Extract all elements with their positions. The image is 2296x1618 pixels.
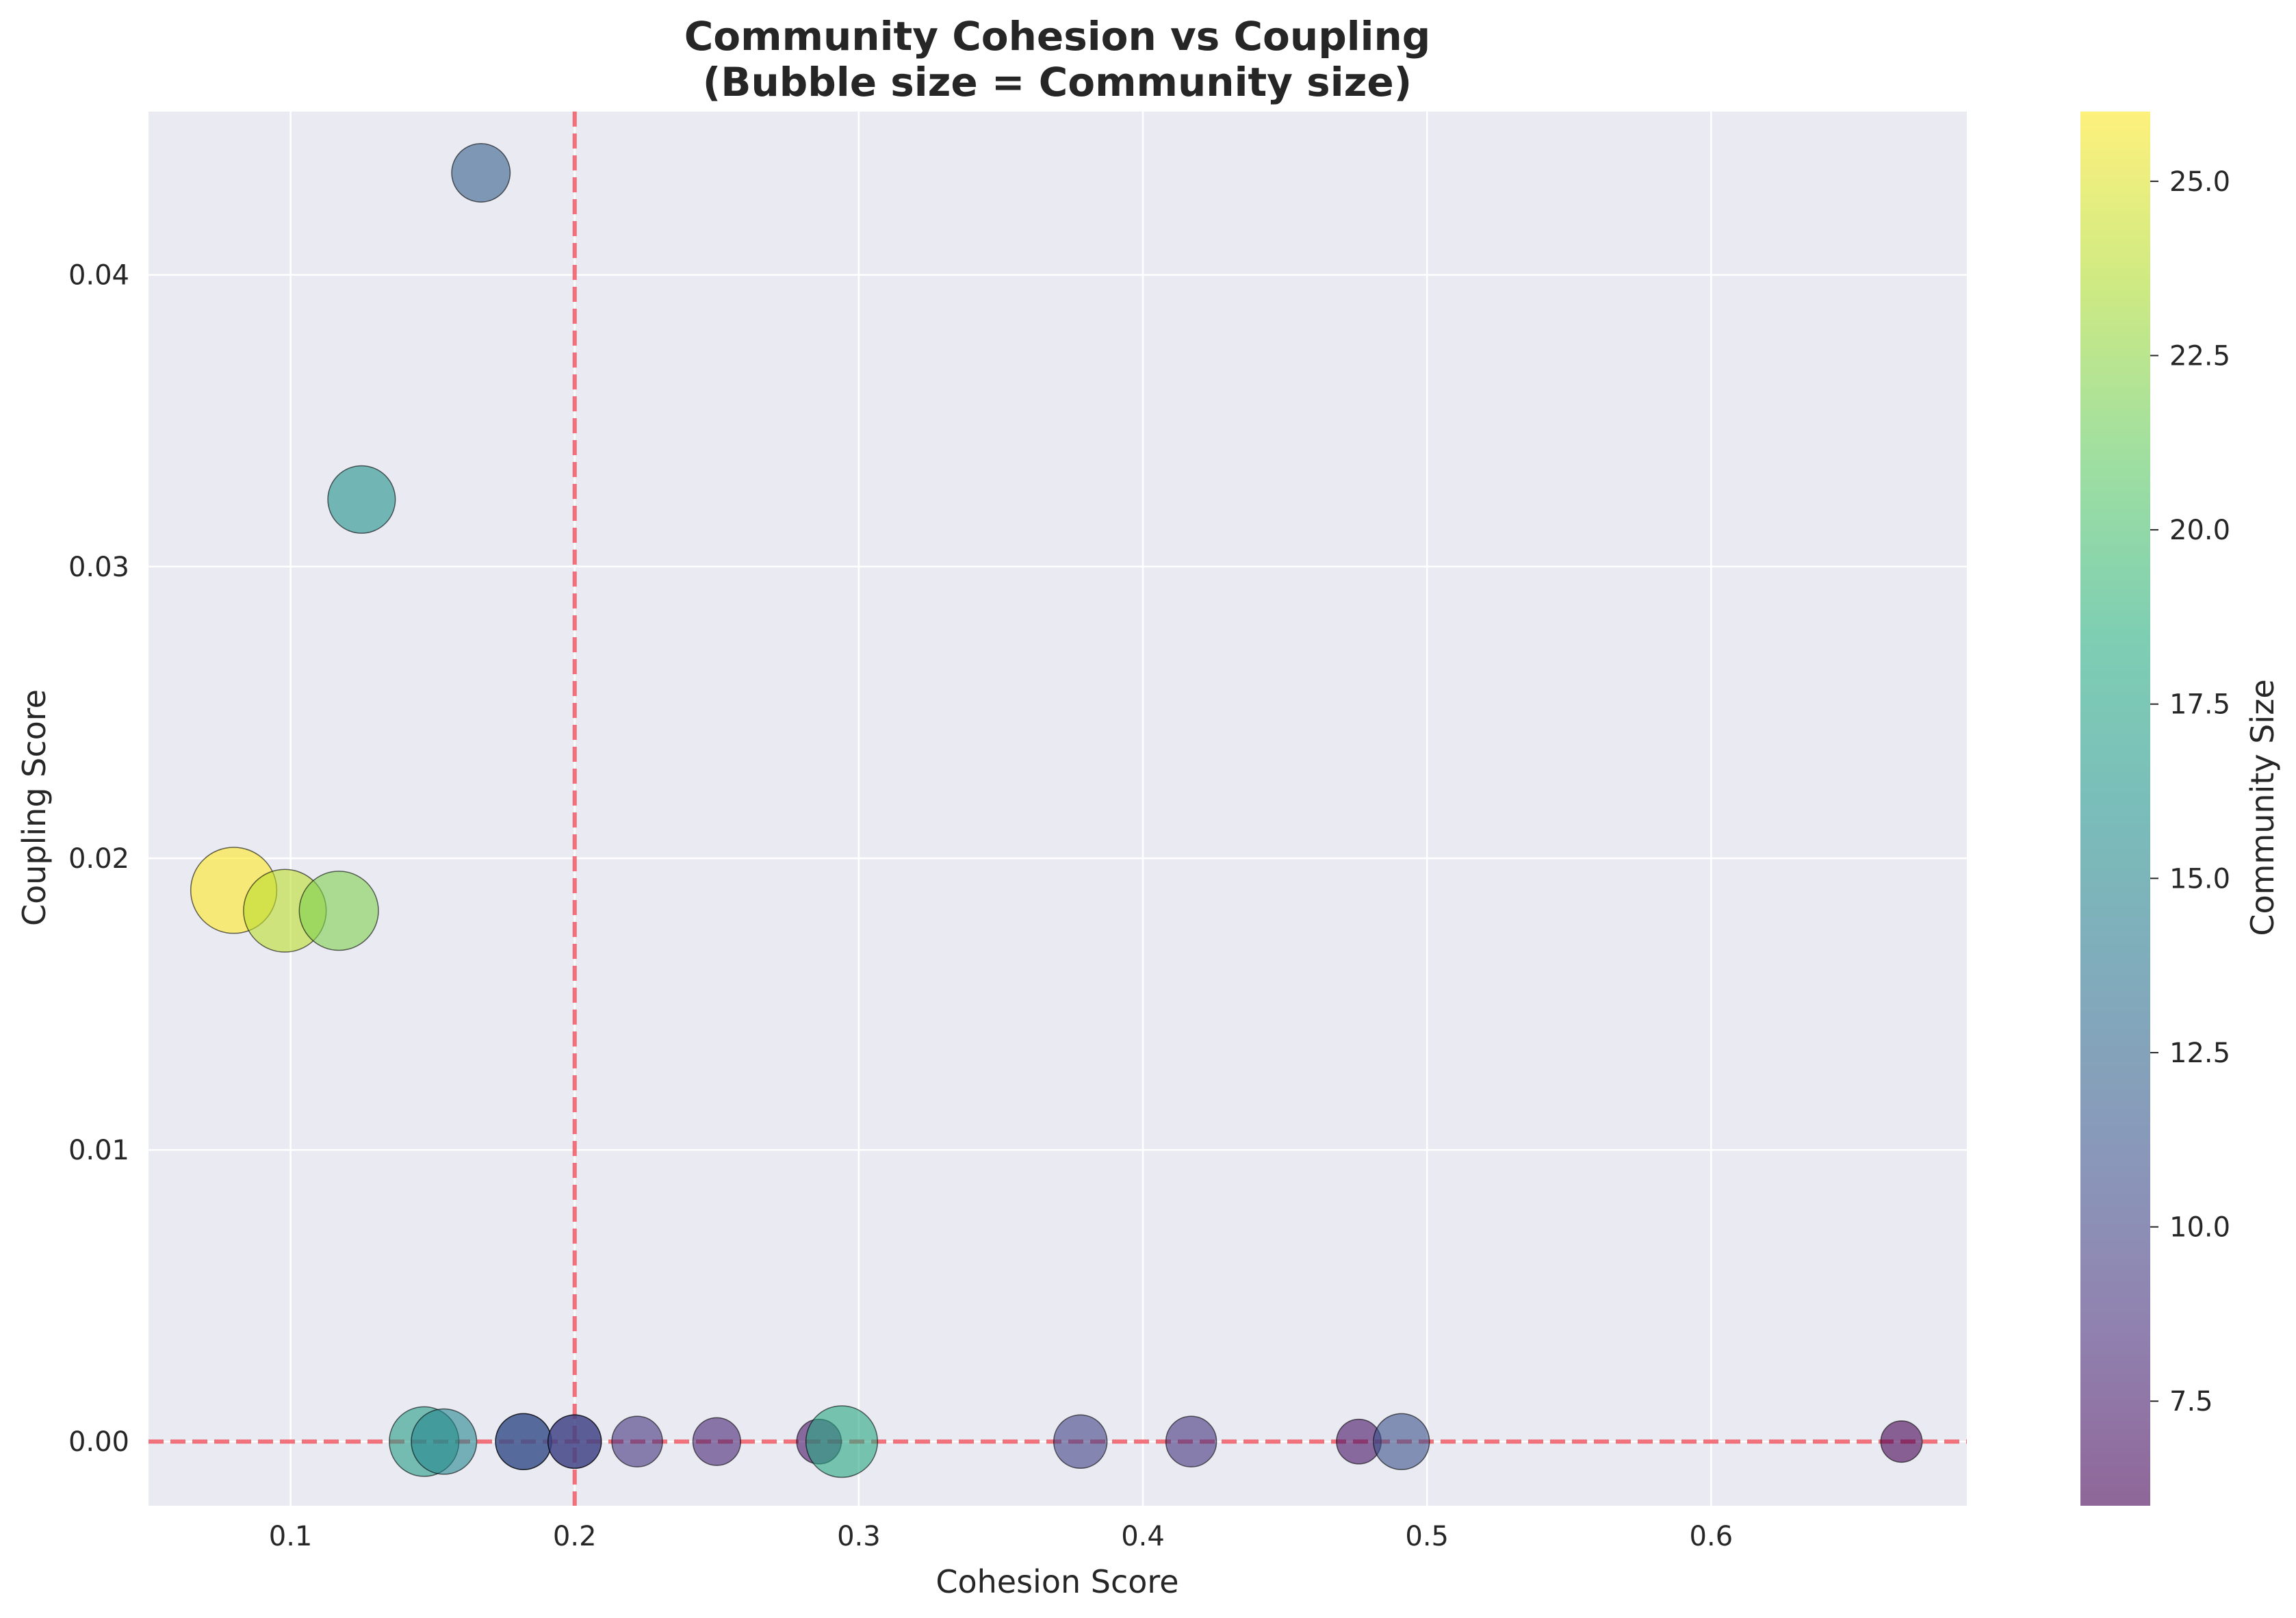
- colorbar-tick-label: 10.0: [2169, 1212, 2230, 1244]
- x-tick-label: 0.2: [553, 1521, 597, 1552]
- plot-area: [149, 112, 1967, 1506]
- data-point: [1053, 1414, 1108, 1469]
- y-tick-label: 0.03: [68, 552, 129, 583]
- data-point: [692, 1417, 741, 1466]
- colorbar-ticks: 7.5 10.0 12.5 15.0 17.5 20.0 22.5 25.0: [2150, 166, 2230, 1417]
- x-tick-label: 0.6: [1690, 1521, 1733, 1552]
- y-axis-ticks: 0.00 0.01 0.02 0.03 0.04: [68, 260, 129, 1459]
- data-point: [327, 465, 396, 534]
- colorbar-tick-label: 25.0: [2169, 166, 2230, 198]
- colorbar: [2080, 112, 2150, 1506]
- x-tick-label: 0.3: [837, 1521, 881, 1552]
- y-tick-label: 0.00: [68, 1426, 129, 1458]
- data-point: [611, 1415, 663, 1467]
- colorbar-tick-label: 22.5: [2169, 340, 2230, 372]
- x-axis-ticks: 0.1 0.2 0.3 0.4 0.5 0.6: [269, 1521, 1733, 1552]
- y-tick-label: 0.02: [68, 843, 129, 875]
- colorbar-tick-label: 20.0: [2169, 515, 2230, 546]
- x-tick-label: 0.1: [269, 1521, 313, 1552]
- chart-title: Community Cohesion vs Coupling: [684, 13, 1431, 60]
- colorbar-tick-label: 17.5: [2169, 689, 2230, 721]
- data-point: [547, 1414, 602, 1469]
- y-tick-label: 0.01: [68, 1135, 129, 1166]
- data-point: [298, 871, 379, 951]
- data-point: [805, 1405, 879, 1478]
- y-axis-label: Coupling Score: [16, 689, 53, 926]
- colorbar-tick-label: 15.0: [2169, 863, 2230, 895]
- data-point: [1373, 1413, 1430, 1470]
- x-tick-label: 0.4: [1121, 1521, 1165, 1552]
- data-points: [190, 143, 1923, 1478]
- x-tick-label: 0.5: [1405, 1521, 1449, 1552]
- x-axis-label: Cohesion Score: [936, 1563, 1178, 1600]
- colorbar-tick-label: 7.5: [2169, 1386, 2213, 1417]
- y-tick-label: 0.04: [68, 260, 129, 292]
- data-point: [495, 1413, 552, 1470]
- data-point: [451, 143, 511, 203]
- colorbar-tick-label: 12.5: [2169, 1038, 2230, 1069]
- chart-subtitle: (Bubble size = Community size): [703, 59, 1412, 105]
- data-point: [1880, 1420, 1923, 1463]
- data-point: [411, 1408, 478, 1475]
- colorbar-label: Community Size: [2244, 679, 2281, 936]
- data-point: [1165, 1415, 1217, 1467]
